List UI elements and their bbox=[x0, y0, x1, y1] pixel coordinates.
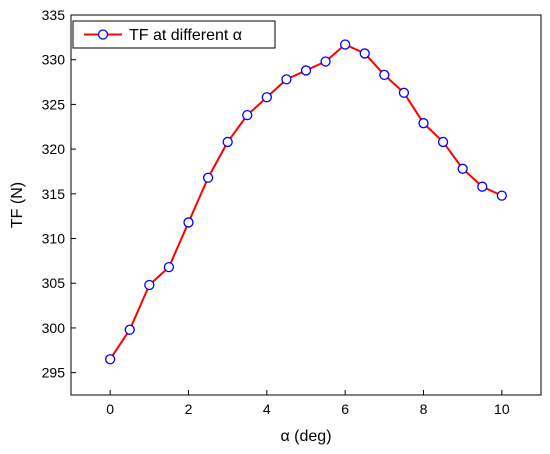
x-tick-label: 2 bbox=[185, 401, 193, 417]
data-point bbox=[281, 74, 292, 85]
data-point bbox=[105, 354, 116, 365]
legend: TF at different α bbox=[72, 20, 276, 49]
y-tick-label: 300 bbox=[42, 320, 66, 336]
y-tick-label: 315 bbox=[42, 186, 66, 202]
data-point bbox=[144, 279, 155, 291]
data-point bbox=[437, 136, 449, 148]
data-point bbox=[202, 172, 214, 183]
data-point bbox=[477, 181, 488, 192]
y-axis-title: TF (N) bbox=[9, 182, 26, 228]
x-tick-label: 8 bbox=[420, 401, 428, 417]
x-axis-ticks: 0 2 4 6 8 10 bbox=[106, 390, 510, 417]
data-point bbox=[261, 92, 272, 103]
x-tick-label: 10 bbox=[494, 401, 510, 417]
y-tick-label: 310 bbox=[42, 231, 66, 247]
data-point bbox=[163, 261, 175, 273]
data-point bbox=[398, 87, 410, 98]
legend-label: TF at different α bbox=[129, 27, 242, 44]
series-layer bbox=[105, 39, 507, 365]
data-point bbox=[379, 69, 390, 81]
y-tick-label: 335 bbox=[42, 7, 66, 23]
data-point bbox=[320, 56, 331, 67]
legend-marker bbox=[97, 29, 109, 40]
y-tick-label: 305 bbox=[42, 275, 66, 291]
data-point bbox=[418, 118, 429, 129]
y-tick-label: 295 bbox=[42, 365, 66, 381]
data-point bbox=[300, 65, 312, 76]
x-tick-label: 4 bbox=[263, 401, 271, 417]
x-tick-label: 6 bbox=[341, 401, 349, 417]
data-point bbox=[359, 48, 370, 59]
y-tick-label: 330 bbox=[42, 52, 66, 68]
y-tick-label: 325 bbox=[42, 96, 66, 112]
x-axis-title: α (deg) bbox=[280, 428, 331, 445]
data-point bbox=[124, 324, 135, 335]
data-point bbox=[222, 136, 233, 148]
data-point bbox=[340, 39, 351, 50]
x-tick-label: 0 bbox=[106, 401, 114, 417]
y-axis-ticks: 295 300 305 310 315 320 325 330 335 bbox=[42, 7, 76, 381]
data-point bbox=[457, 163, 468, 174]
data-point bbox=[496, 190, 507, 201]
data-point bbox=[183, 217, 194, 228]
data-point bbox=[242, 109, 253, 121]
y-tick-label: 320 bbox=[42, 141, 66, 157]
plot-area bbox=[70, 14, 542, 396]
